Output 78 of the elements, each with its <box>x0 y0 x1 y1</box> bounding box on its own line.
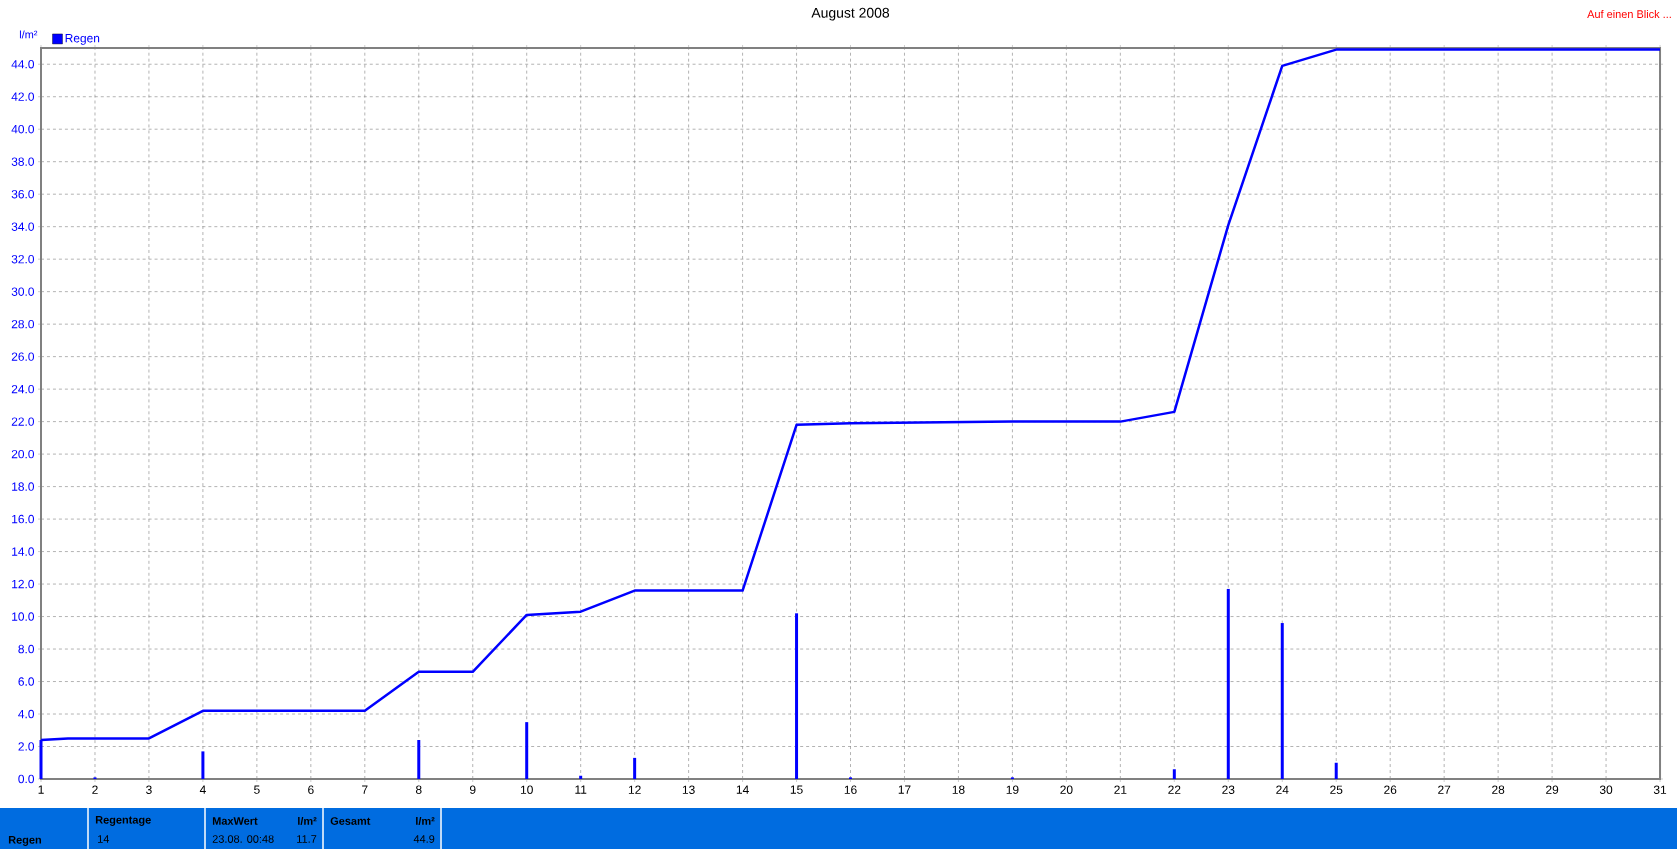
y-tick-label: 4.0 <box>18 709 35 719</box>
text: 11.7 <box>297 835 317 843</box>
x-tick-label: 24 <box>1276 785 1289 794</box>
bar <box>795 613 799 779</box>
bar <box>525 722 529 779</box>
bar <box>579 775 583 779</box>
x-tick-label: 1 <box>38 785 44 794</box>
text: 44.9 <box>413 835 435 843</box>
x-tick-label: 2 <box>92 785 98 794</box>
y-tick-label: 32.0 <box>11 254 35 264</box>
y-tick-label: 42.0 <box>11 92 35 101</box>
x-tick-label: 4 <box>199 785 206 794</box>
y-tick-label: 40.0 <box>11 124 35 134</box>
x-tick-label: 30 <box>1599 785 1613 794</box>
bar <box>1172 769 1176 779</box>
bar <box>1280 623 1284 779</box>
text: Auf einen Blick ... <box>1587 9 1671 19</box>
text: Regentage <box>95 816 151 826</box>
x-tick-label: 9 <box>469 785 476 794</box>
x-tick-label: 16 <box>844 785 857 794</box>
y-tick-label: 2.0 <box>18 742 35 751</box>
legend-label: Regen <box>65 34 100 45</box>
x-tick-label: 8 <box>415 785 422 794</box>
y-tick-label: 44.0 <box>11 60 35 69</box>
y-tick-label: 0.0 <box>18 774 35 784</box>
y-tick-label: 6.0 <box>18 677 35 686</box>
y-tick-label: 20.0 <box>11 449 35 459</box>
text: l/m² <box>416 816 435 826</box>
x-tick-label: 26 <box>1384 785 1397 794</box>
text: Gesamt <box>330 817 371 825</box>
bar <box>1334 762 1338 779</box>
x-tick-label: 23 <box>1222 785 1235 794</box>
x-tick-label: 14 <box>736 785 749 794</box>
x-tick-label: 15 <box>790 785 803 794</box>
x-tick-label: 11 <box>575 785 587 794</box>
y-axis-title: l/m² <box>19 30 38 39</box>
y-tick-label: 22.0 <box>11 417 35 426</box>
y-tick-label: 28.0 <box>11 319 35 329</box>
x-tick-label: 6 <box>308 785 314 794</box>
x-tick-label: 3 <box>146 785 152 794</box>
x-tick-label: 27 <box>1438 785 1451 794</box>
y-tick-label: 14.0 <box>12 547 35 556</box>
y-tick-label: 16.0 <box>12 514 35 524</box>
y-tick-label: 26.0 <box>11 352 35 361</box>
text: MaxWert <box>212 817 258 825</box>
x-tick-label: 21 <box>1114 785 1127 794</box>
y-tick-label: 24.0 <box>11 384 35 394</box>
y-tick-label: 12.0 <box>12 579 35 589</box>
text: 23.08. 00:48 <box>212 835 274 843</box>
x-tick-label: 10 <box>520 785 533 794</box>
x-tick-label: 19 <box>1006 785 1019 794</box>
y-tick-label: 38.0 <box>11 157 35 166</box>
x-tick-label: 12 <box>628 785 641 794</box>
x-tick-label: 25 <box>1330 785 1343 794</box>
bar <box>417 740 421 779</box>
text: Regen <box>8 836 42 846</box>
text: 14 <box>98 835 110 843</box>
x-tick-label: 5 <box>254 785 260 794</box>
y-tick-label: 8.0 <box>18 644 35 654</box>
x-tick-label: 28 <box>1492 785 1505 794</box>
y-tick-label: 18.0 <box>12 482 35 491</box>
y-tick-label: 10.0 <box>12 612 35 621</box>
x-tick-label: 17 <box>898 785 911 794</box>
bar <box>633 757 637 779</box>
x-tick-label: 7 <box>362 785 368 794</box>
x-tick-label: 31 <box>1653 785 1667 794</box>
y-tick-label: 30.0 <box>11 287 35 296</box>
y-tick-label: 34.0 <box>11 222 35 231</box>
x-tick-label: 18 <box>952 785 965 794</box>
x-tick-label: 13 <box>682 785 695 794</box>
x-tick-label: 29 <box>1546 785 1559 794</box>
bar <box>1226 588 1230 779</box>
chart-title: August 2008 <box>811 7 890 21</box>
y-tick-label: 36.0 <box>11 189 35 199</box>
x-tick-label: 22 <box>1168 785 1181 794</box>
text: l/m² <box>298 816 317 826</box>
bar <box>201 751 205 779</box>
x-tick-label: 20 <box>1060 785 1073 794</box>
